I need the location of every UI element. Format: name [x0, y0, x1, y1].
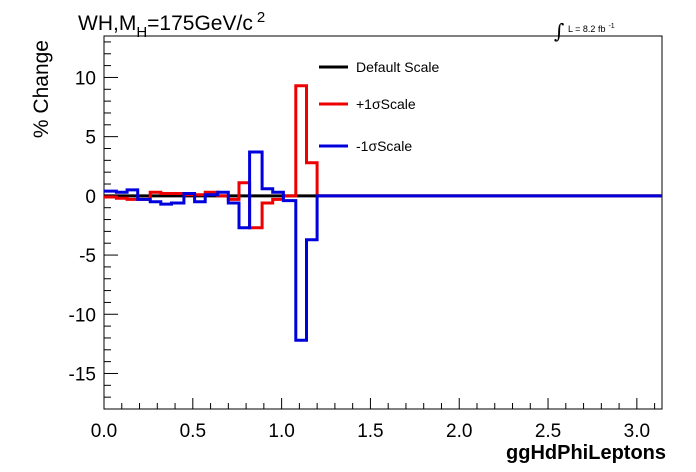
legend-label: Default Scale — [356, 59, 439, 75]
y-tick-label: -5 — [79, 246, 96, 267]
series-line — [104, 84, 662, 230]
x-tick-label: 0.5 — [180, 421, 206, 442]
lumi-label: L = 8.2 fb -1 — [568, 23, 615, 34]
title-rest: =175GeV/c — [147, 12, 253, 35]
y-tick-label: 5 — [85, 128, 96, 149]
x-tick-label: 1.0 — [268, 421, 294, 442]
series-layer — [104, 84, 662, 342]
x-tick-label: 2.0 — [446, 421, 472, 442]
title-sub: H — [136, 24, 147, 41]
lumi-text: L = 8.2 fb — [568, 24, 605, 34]
plot-frame — [103, 35, 663, 410]
y-tick-label: 10 — [75, 68, 96, 89]
x-tick-labels: 0.0 0.5 1.0 1.5 2.0 2.5 3.0 — [91, 421, 650, 442]
series-line — [104, 150, 662, 342]
legend: Default Scale +1σScale -1σScale — [319, 59, 439, 154]
y-axis-title: % Change — [30, 40, 53, 138]
title-main: WH,M — [78, 12, 136, 35]
x-ticks — [103, 398, 656, 409]
x-tick-label: 3.0 — [624, 421, 650, 442]
x-axis-title: ggHdPhiLeptons — [506, 442, 666, 464]
y-tick-label: -15 — [69, 364, 96, 385]
chart-title: WH,MH=175GeV/c 2 — [78, 9, 265, 41]
y-ticks — [104, 41, 118, 410]
legend-label: -1σScale — [356, 138, 412, 154]
lumi-integral-symbol: ∫ — [554, 19, 564, 43]
y-tick-label: -10 — [69, 305, 96, 326]
x-tick-label: 0.0 — [91, 421, 117, 442]
y-tick-label: 0 — [85, 187, 96, 208]
lumi-sup: -1 — [608, 23, 614, 30]
title-sup: 2 — [257, 9, 265, 26]
y-tick-labels: 10 5 0 -5 -10 -15 — [69, 68, 96, 385]
x-tick-label: 1.5 — [357, 421, 383, 442]
legend-label: +1σScale — [356, 96, 416, 112]
x-tick-label: 2.5 — [535, 421, 561, 442]
